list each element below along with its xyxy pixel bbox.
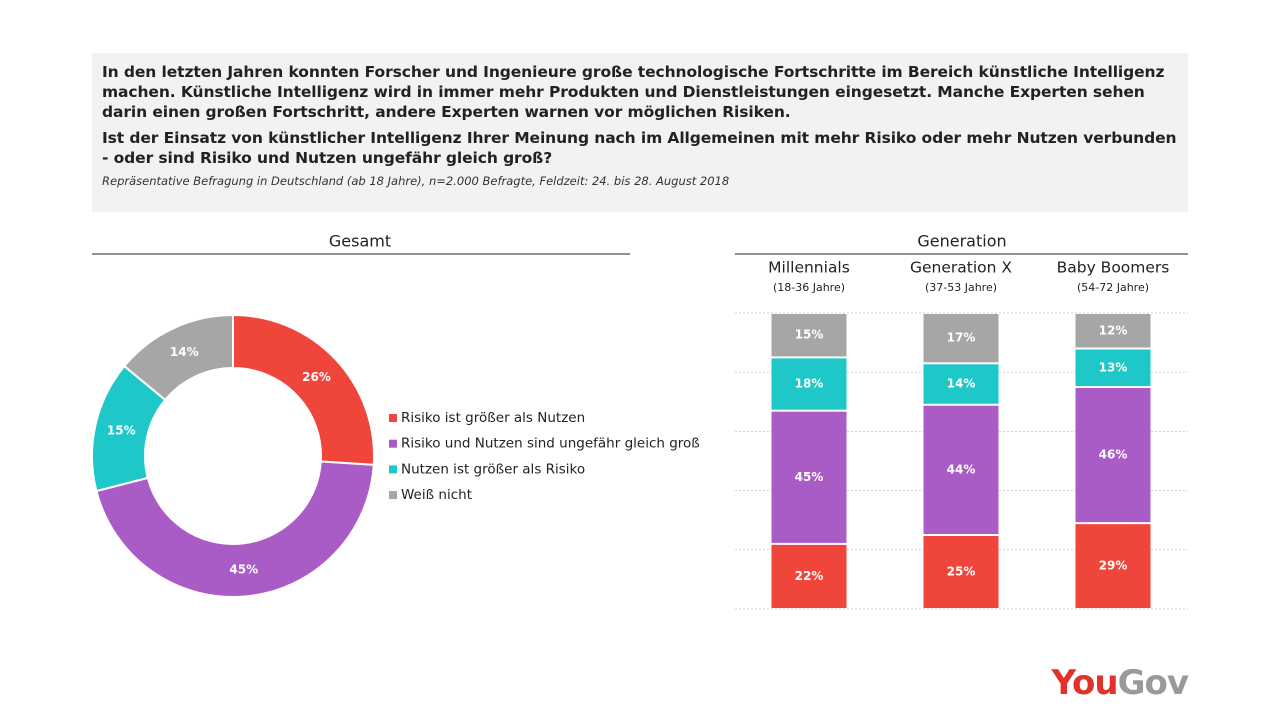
data-label: 44% bbox=[947, 462, 976, 476]
legend-label: Nutzen ist größer als Risiko bbox=[401, 461, 585, 477]
data-label: 25% bbox=[947, 565, 976, 579]
data-label: 15% bbox=[107, 424, 136, 438]
chart-title: Gesamt bbox=[329, 232, 391, 251]
legend-swatch bbox=[389, 414, 397, 422]
question: Ist der Einsatz von künstlicher Intellig… bbox=[102, 129, 1177, 167]
bar-segment bbox=[771, 544, 847, 608]
data-label: 14% bbox=[947, 377, 976, 391]
header: In den letzten Jahren konnten Forscher u… bbox=[92, 53, 1188, 212]
x-tick-label: Millennials bbox=[768, 259, 850, 277]
logo: YouGov bbox=[1051, 663, 1189, 703]
legend-label: Risiko und Nutzen sind ungefähr gleich g… bbox=[401, 436, 700, 452]
bar-segment bbox=[1075, 524, 1151, 608]
bar-segment bbox=[1075, 349, 1151, 386]
data-label: 13% bbox=[1099, 360, 1128, 374]
donut-slice bbox=[95, 460, 375, 598]
data-label: 26% bbox=[302, 370, 331, 384]
data-label: 22% bbox=[795, 569, 824, 583]
note: Repräsentative Befragung in Deutschland … bbox=[102, 174, 730, 188]
donut-slice bbox=[232, 313, 375, 466]
legend-swatch bbox=[389, 439, 397, 448]
bar-segment bbox=[771, 314, 847, 357]
data-label: 45% bbox=[795, 470, 824, 484]
bar-segment bbox=[923, 536, 999, 608]
x-tick-sublabel: (37-53 Jahre) bbox=[925, 281, 997, 294]
data-label: 45% bbox=[229, 562, 258, 576]
x-tick-label: Generation X bbox=[910, 259, 1012, 277]
legend-label: Risiko ist größer als Nutzen bbox=[401, 410, 585, 426]
x-tick-sublabel: (18-36 Jahre) bbox=[773, 281, 845, 294]
bar-segment bbox=[1075, 314, 1151, 348]
x-tick-label: Baby Boomers bbox=[1057, 259, 1170, 277]
data-label: 12% bbox=[1099, 323, 1128, 337]
bar-segment bbox=[923, 364, 999, 404]
legend-swatch bbox=[389, 491, 397, 500]
bar-segment bbox=[923, 405, 999, 534]
data-label: 29% bbox=[1099, 559, 1128, 573]
data-label: 17% bbox=[947, 331, 976, 345]
bar-segment bbox=[771, 358, 847, 410]
donut-slice bbox=[122, 313, 234, 402]
legend-swatch bbox=[389, 465, 397, 474]
data-label: 14% bbox=[170, 345, 199, 359]
x-tick-sublabel: (54-72 Jahre) bbox=[1077, 281, 1149, 294]
bar-segment bbox=[1075, 388, 1151, 523]
bar-segment bbox=[771, 411, 847, 543]
data-label: 15% bbox=[795, 328, 824, 342]
data-label: 18% bbox=[795, 377, 824, 391]
bar-segment bbox=[923, 314, 999, 363]
data-label: 46% bbox=[1099, 448, 1128, 462]
intro: In den letzten Jahren konnten Forscher u… bbox=[102, 63, 1165, 121]
legend-label: Weiß nicht bbox=[401, 487, 472, 503]
chart-title: Generation bbox=[917, 232, 1006, 251]
